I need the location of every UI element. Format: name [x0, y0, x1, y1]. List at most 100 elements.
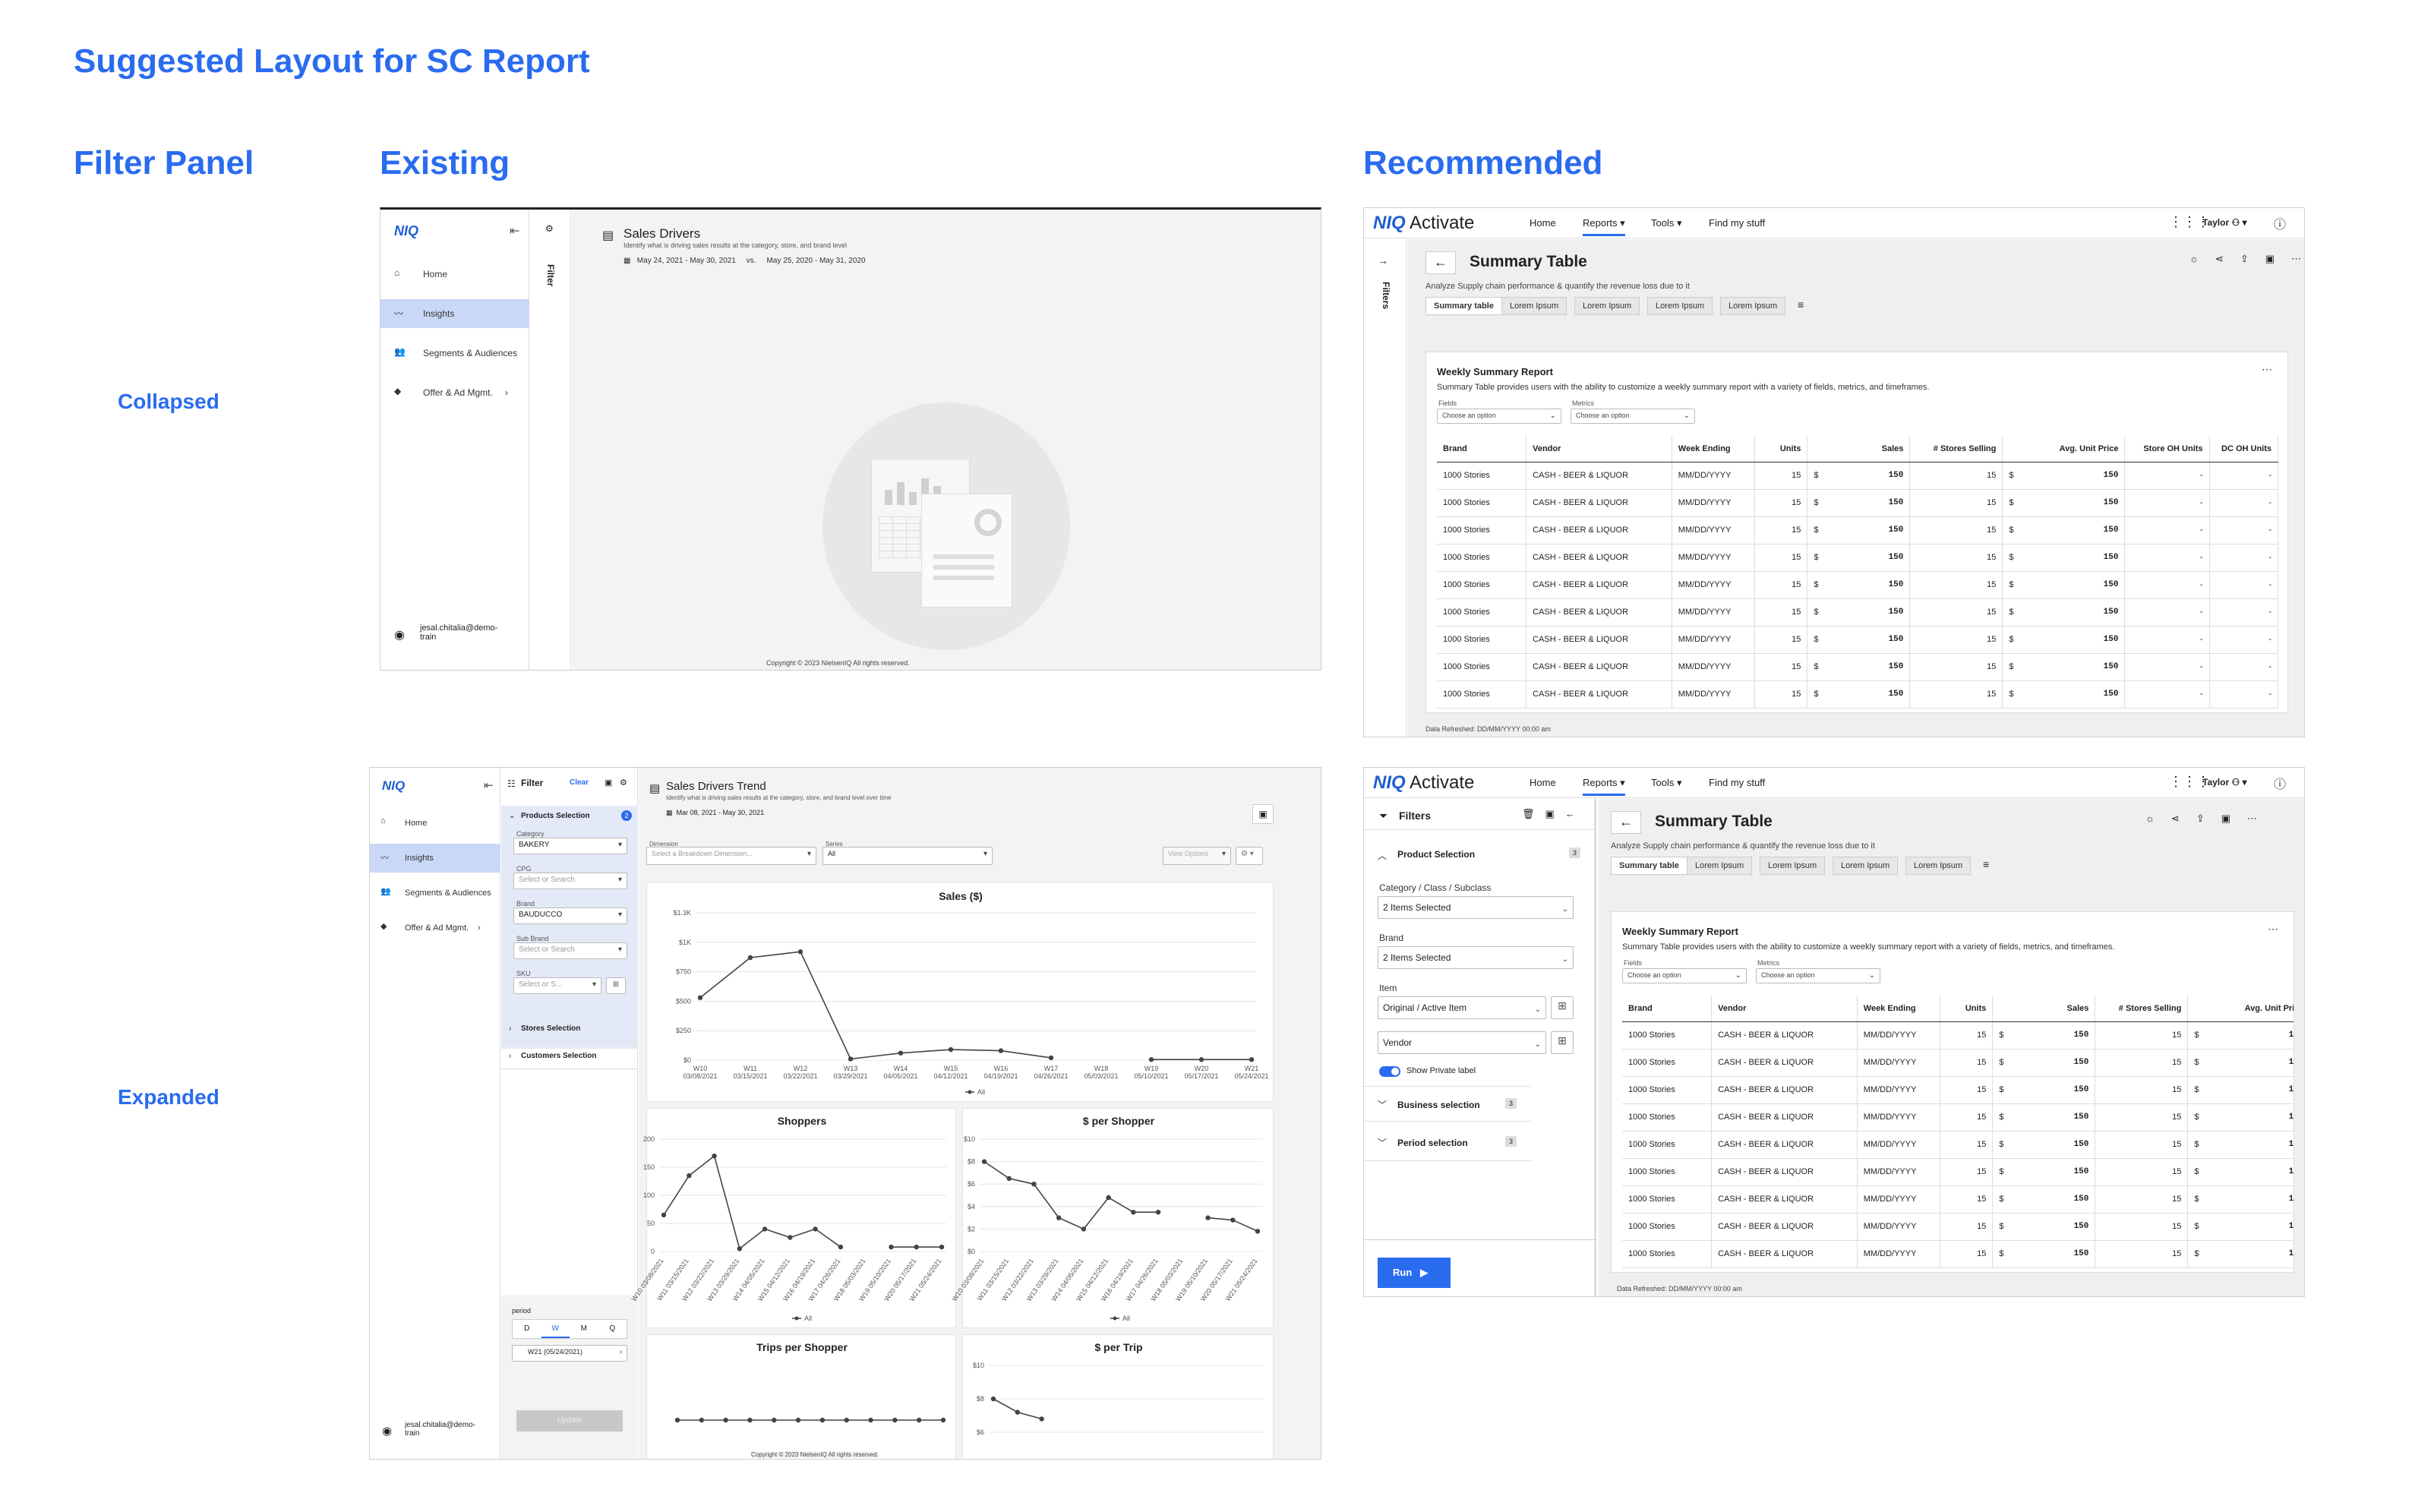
filter-settings-icon[interactable]: ⚙	[545, 223, 554, 234]
nav-home[interactable]: Home	[1530, 217, 1556, 229]
data-point[interactable]	[723, 1417, 728, 1423]
report-actions[interactable]: ☼⋖⇪▣⋯	[2189, 253, 2304, 265]
column-header[interactable]: Vendor	[1711, 996, 1858, 1022]
data-point[interactable]	[939, 1244, 945, 1250]
more-icon[interactable]: ⋯	[2268, 923, 2278, 935]
tab-2[interactable]: Lorem Ipsum	[1574, 297, 1640, 315]
series-select[interactable]: All ▾	[822, 847, 993, 865]
update-button[interactable]: Update	[516, 1410, 623, 1432]
data-point[interactable]	[1255, 1229, 1261, 1234]
data-point[interactable]	[1006, 1176, 1012, 1181]
export-icon[interactable]: ▣	[1252, 804, 1274, 824]
data-point[interactable]	[687, 1173, 692, 1179]
more-icon[interactable]: ⋯	[2262, 363, 2272, 375]
column-header[interactable]: Week Ending	[1672, 436, 1755, 462]
collapsed-filter-rail[interactable]: ⚙ Filter	[530, 210, 571, 670]
tab-4[interactable]: Lorem Ipsum	[1905, 857, 1972, 875]
filter-actions[interactable]: 🗑▣←	[1522, 808, 1586, 820]
data-point[interactable]	[788, 1235, 793, 1240]
data-point[interactable]	[1155, 1210, 1161, 1215]
help-icon[interactable]: ⓘ	[2274, 219, 2287, 232]
tab-3[interactable]: Lorem Ipsum	[1833, 857, 1899, 875]
data-point[interactable]	[916, 1417, 922, 1423]
collapse-sidebar-icon[interactable]: ⇤	[510, 225, 520, 238]
user-menu[interactable]: Taylor ⚇ ▾	[2202, 777, 2247, 788]
data-point[interactable]	[712, 1154, 717, 1159]
data-point[interactable]	[699, 1417, 705, 1423]
period-select[interactable]: W21 (05/24/2021) ›	[512, 1345, 627, 1362]
data-point[interactable]	[892, 1417, 898, 1423]
period-selection[interactable]: Period selection	[1397, 1138, 1468, 1148]
nav-reports[interactable]: Reports ▾	[1583, 217, 1625, 236]
clear-button[interactable]: Clear	[570, 778, 589, 787]
dimension-select[interactable]: Select a Breakdown Dimension... ▾	[646, 847, 816, 865]
chevron-right-icon[interactable]: ›	[509, 1024, 512, 1033]
column-header[interactable]: Vendor	[1526, 436, 1672, 462]
collapsed-filter-rail[interactable]: → Filters	[1364, 239, 1406, 737]
nav-home[interactable]: Home	[1530, 777, 1556, 788]
data-point[interactable]	[838, 1244, 844, 1250]
stores-selection[interactable]: Stores Selection	[521, 1024, 581, 1033]
period-tab-m[interactable]: M	[580, 1324, 587, 1333]
data-point[interactable]	[981, 1159, 987, 1164]
data-point[interactable]	[819, 1417, 826, 1423]
sidebar-item-offer[interactable]: ◆ Offer & Ad Mgmt. ›	[370, 914, 500, 942]
sku-select[interactable]: Select or S... ▾	[513, 977, 601, 994]
data-point[interactable]	[1205, 1215, 1211, 1220]
user-menu[interactable]: Taylor ⚇ ▾	[2202, 217, 2247, 228]
nav-find[interactable]: Find my stuff	[1709, 217, 1766, 229]
column-header[interactable]: Brand	[1437, 436, 1527, 462]
data-point[interactable]	[1081, 1226, 1087, 1232]
item-select[interactable]: Original / Active Item ⌄	[1378, 996, 1546, 1019]
chevron-down-icon[interactable]: ⌄	[509, 812, 516, 820]
tab-0[interactable]: Summary table	[1611, 857, 1687, 875]
data-point[interactable]	[940, 1417, 946, 1423]
column-header[interactable]: Units	[1754, 436, 1808, 462]
data-point[interactable]	[813, 1226, 818, 1232]
data-point[interactable]	[747, 955, 753, 961]
apps-grid-icon[interactable]: ⋮⋮⋮	[2169, 214, 2210, 229]
show-private-toggle[interactable]	[1379, 1066, 1400, 1077]
tab-menu-icon[interactable]: ≡	[1983, 858, 1990, 870]
cpg-select[interactable]: Select or Search ▾	[513, 873, 627, 889]
back-arrow-icon[interactable]: ←	[1425, 251, 1456, 274]
collapse-sidebar-icon[interactable]: ⇤	[484, 779, 494, 792]
category-select[interactable]: BAKERY ▾	[513, 838, 627, 854]
tab-3[interactable]: Lorem Ipsum	[1647, 297, 1713, 315]
run-button[interactable]: Run ▶	[1378, 1258, 1451, 1288]
tab-menu-icon[interactable]: ≡	[1798, 298, 1804, 311]
column-header[interactable]: Avg. Unit Price	[2187, 996, 2294, 1022]
chart-settings-icon[interactable]: ⚙ ▾	[1236, 847, 1263, 865]
nav-reports[interactable]: Reports ▾	[1583, 777, 1625, 796]
data-point[interactable]	[844, 1417, 849, 1423]
sidebar-item-insights[interactable]: 〰 Insights	[370, 844, 500, 873]
column-header[interactable]: Brand	[1622, 996, 1713, 1022]
report-actions[interactable]: ☼⋖⇪▣⋯	[2145, 813, 2274, 825]
column-header[interactable]: Sales	[1992, 996, 2096, 1022]
tab-1[interactable]: Lorem Ipsum	[1687, 857, 1753, 875]
data-point[interactable]	[1048, 1055, 1054, 1061]
data-point[interactable]	[1031, 1182, 1037, 1187]
data-point[interactable]	[868, 1417, 873, 1423]
data-point[interactable]	[747, 1417, 753, 1423]
column-header[interactable]: Units	[1940, 996, 1994, 1022]
data-point[interactable]	[1015, 1409, 1021, 1415]
chevron-right-icon[interactable]: ›	[509, 1052, 512, 1060]
data-point[interactable]	[1106, 1195, 1111, 1201]
column-header[interactable]: DC OH Units	[2209, 436, 2279, 462]
data-point[interactable]	[1249, 1057, 1255, 1062]
data-point[interactable]	[889, 1244, 894, 1250]
data-point[interactable]	[1148, 1057, 1154, 1062]
data-point[interactable]	[737, 1246, 743, 1252]
data-point[interactable]	[762, 1226, 768, 1232]
products-selection-label[interactable]: Products Selection	[521, 812, 590, 820]
data-point[interactable]	[1131, 1210, 1136, 1215]
data-point[interactable]	[914, 1244, 919, 1250]
column-header[interactable]: Sales	[1807, 436, 1911, 462]
brand-select[interactable]: 2 Items Selected ⌄	[1378, 946, 1574, 969]
period-tab-w[interactable]: W	[541, 1320, 570, 1338]
period-tab-q[interactable]: Q	[609, 1324, 616, 1333]
data-point[interactable]	[797, 949, 803, 955]
data-point[interactable]	[998, 1048, 1004, 1053]
metrics-select[interactable]: Choose an option ⌄	[1756, 968, 1880, 983]
